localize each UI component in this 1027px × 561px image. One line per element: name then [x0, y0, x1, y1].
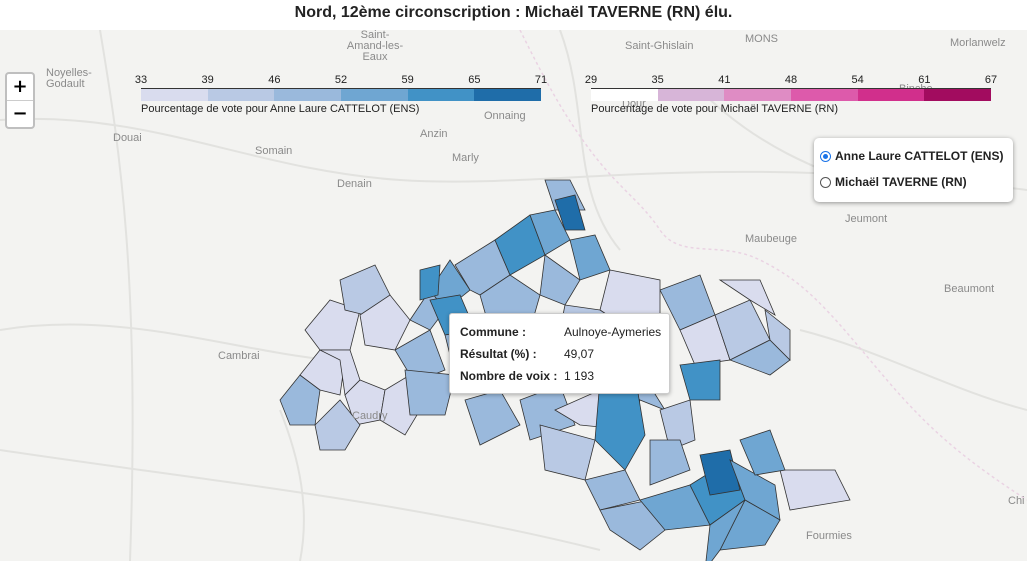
commune-polygon[interactable]: [679, 359, 721, 401]
radio-rn[interactable]: [820, 176, 831, 188]
legend-ens-ticks: 33 39 46 52 59 65 71: [135, 74, 547, 88]
legend-swatch: [657, 89, 725, 101]
tooltip-key: Résultat (%) :: [460, 346, 537, 361]
legend-swatch: [407, 89, 475, 101]
commune-polygon[interactable]: [404, 369, 456, 416]
layer-option-rn[interactable]: Michaël TAVERNE (RN): [814, 169, 1013, 195]
legend-tick: 61: [918, 74, 931, 86]
commune-polygon[interactable]: [359, 294, 411, 351]
legend-swatch: [791, 89, 858, 101]
place-label: Marly: [452, 152, 479, 164]
legend-tick: 35: [651, 74, 664, 86]
map-title: Nord, 12ème circonscription : Michaël TA…: [0, 0, 1027, 30]
tooltip-key: Nombre de voix :: [460, 368, 558, 383]
legend-tick: 67: [984, 74, 998, 86]
legend-swatch: [474, 89, 542, 101]
tooltip-value: 1 193: [564, 368, 595, 383]
commune-polygon[interactable]: [764, 309, 791, 361]
commune-polygon[interactable]: [659, 399, 696, 451]
place-label: Fourmies: [806, 530, 852, 542]
place-label: Saint-Ghislain: [625, 40, 694, 52]
legend-ens-caption: Pourcentage de vote pour Anne Laure CATT…: [141, 103, 420, 115]
tooltip-value: Aulnoye-Aymeries: [564, 324, 662, 339]
legend-tick: 54: [851, 74, 864, 86]
commune-polygon[interactable]: [419, 264, 441, 301]
place-label: Maubeuge: [745, 233, 797, 245]
commune-polygon[interactable]: [649, 439, 691, 486]
place-label: Douai: [113, 132, 142, 144]
legend-swatch: [274, 89, 342, 101]
place-label: Noyelles-Godault: [46, 67, 92, 90]
place-label: Denain: [337, 178, 372, 190]
legend-tick: 52: [334, 74, 348, 86]
legend-rn: 29 35 41 48 54 61 67 Pourcentage de vote pour …: [585, 74, 997, 115]
layer-option-ens[interactable]: Anne Laure CATTELOT (ENS): [814, 143, 1013, 169]
commune-polygon[interactable]: [739, 429, 786, 476]
legend-tick: 29: [584, 74, 598, 86]
place-label: Saint-Amand-les-Eaux: [346, 30, 404, 63]
place-label: Beaumont: [944, 283, 995, 295]
place-label: Somain: [255, 145, 293, 157]
tooltip-row: Nombre de voix : 1 193: [458, 365, 665, 387]
legend-ens: 33 39 46 52 59 65 71 Pourcentage de vote pour …: [135, 74, 547, 115]
legend-tick: 39: [201, 74, 214, 86]
tooltip-row: Commune : Aulnoye-Aymeries: [458, 321, 665, 343]
zoom-control: + −: [5, 72, 35, 129]
place-label: Cambrai: [218, 350, 260, 362]
commune-polygon[interactable]: [279, 374, 321, 426]
place-label: Chi: [1008, 495, 1025, 507]
legend-rn-ticks: 29 35 41 48 54 61 67: [585, 74, 997, 88]
legend-tick: 65: [468, 74, 481, 86]
legend-swatch: [207, 89, 275, 101]
radio-ens[interactable]: [820, 150, 831, 162]
legend-tick: 46: [268, 74, 281, 86]
layer-control: Anne Laure CATTELOT (ENS) Michaël TAVERN…: [814, 138, 1013, 202]
legend-swatch: [724, 89, 792, 101]
place-label: Anzin: [420, 128, 448, 140]
commune-polygon[interactable]: [554, 194, 586, 231]
commune-polygon[interactable]: [314, 399, 361, 451]
tooltip-value: 49,07: [564, 346, 595, 361]
legend-tick: 59: [401, 74, 414, 86]
zoom-in-button[interactable]: +: [7, 74, 33, 101]
place-label: Jeumont: [845, 213, 888, 225]
commune-polygon[interactable]: [705, 499, 746, 561]
commune-polygon[interactable]: [718, 279, 776, 316]
legend-swatch: [341, 89, 408, 101]
layer-option-rn-label: Michaël TAVERNE (RN): [835, 175, 967, 189]
commune-polygon[interactable]: [304, 299, 361, 351]
layer-option-ens-label: Anne Laure CATTELOT (ENS): [835, 149, 1004, 163]
commune-polygon[interactable]: [539, 424, 596, 481]
legend-ens-colorbar: [141, 88, 542, 101]
legend-swatch: [924, 89, 992, 101]
legend-tick: 48: [784, 74, 798, 86]
legend-swatch: [141, 89, 208, 101]
commune-tooltip: Commune : Aulnoye-Aymeries Résultat (%) …: [449, 313, 670, 394]
place-label: Morlanwelz: [950, 37, 1006, 49]
map-canvas[interactable]: Noyelles-Godault Douai Somain Saint-Amand-l…: [0, 30, 1027, 561]
commune-polygon[interactable]: [539, 254, 581, 306]
commune-polygon[interactable]: [779, 469, 851, 511]
place-label: Onnaing: [484, 110, 526, 122]
legend-tick: 33: [134, 74, 148, 86]
tooltip-key: Commune :: [460, 324, 526, 339]
place-label: Dour: [622, 98, 646, 110]
commune-polygon[interactable]: [569, 234, 611, 281]
place-label: MONS: [745, 33, 778, 45]
legend-swatch: [857, 89, 925, 101]
commune-polygon[interactable]: [464, 389, 521, 446]
tooltip-row: Résultat (%) : 49,07: [458, 343, 665, 365]
legend-tick: 41: [718, 74, 731, 86]
legend-rn-caption: Pourcentage de vote pour Michaël TAVERNE…: [591, 103, 839, 115]
zoom-out-button[interactable]: −: [12, 103, 28, 124]
commune-polygon[interactable]: [699, 449, 741, 496]
legend-rn-colorbar: [591, 88, 992, 101]
place-label: Caudry: [352, 410, 388, 422]
legend-swatch: [591, 89, 658, 101]
legend-tick: 71: [534, 74, 548, 86]
